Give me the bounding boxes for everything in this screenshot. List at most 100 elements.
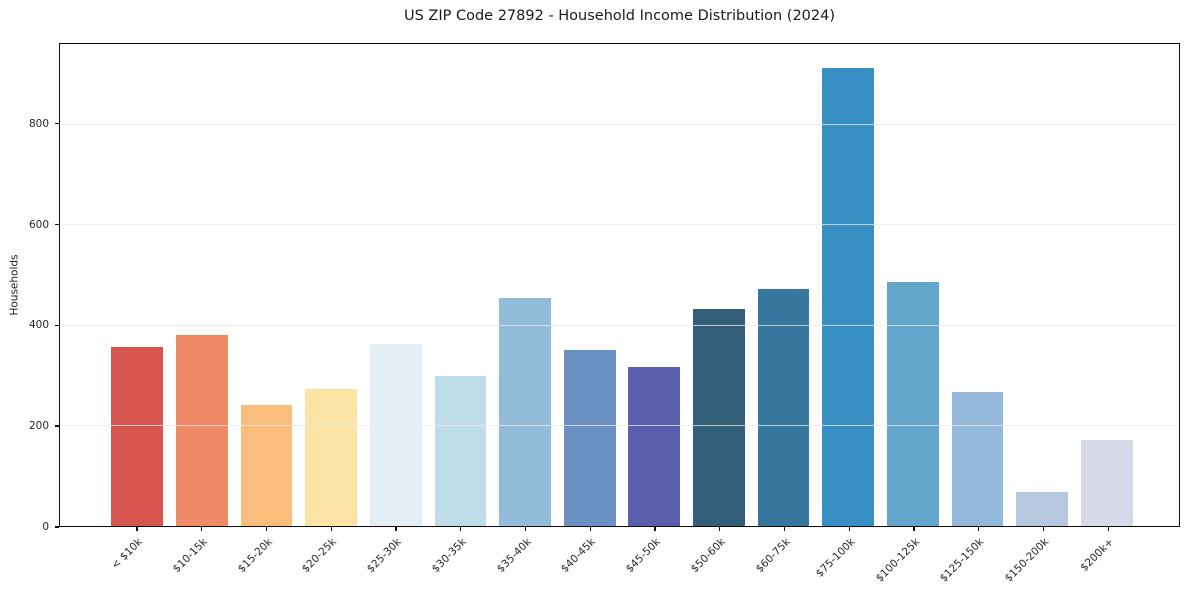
x-tick-mark bbox=[913, 527, 915, 531]
bar bbox=[693, 308, 745, 526]
x-tick-label: $150-200k bbox=[1002, 536, 1052, 585]
y-tick-label: 800 bbox=[28, 117, 49, 130]
y-tick-mark bbox=[55, 526, 59, 528]
x-slot: $20-25k bbox=[298, 527, 363, 589]
bar bbox=[951, 392, 1004, 526]
bar-slot bbox=[751, 44, 816, 526]
plot-area bbox=[59, 43, 1180, 527]
x-slot: $35-40k bbox=[493, 527, 558, 589]
x-tick-mark bbox=[978, 527, 980, 531]
x-tick-label: $35-40k bbox=[494, 536, 534, 576]
x-tick-label: $45-50k bbox=[623, 536, 663, 576]
x-slot: $45-50k bbox=[622, 527, 687, 589]
x-slot: $25-30k bbox=[363, 527, 428, 589]
x-tick-mark bbox=[136, 527, 138, 531]
bar-slot bbox=[364, 44, 429, 526]
x-slot: $50-60k bbox=[687, 527, 752, 589]
x-slot: $30-35k bbox=[428, 527, 493, 589]
x-tick-mark bbox=[848, 527, 850, 531]
x-slot: $40-45k bbox=[557, 527, 622, 589]
x-slot: $150-200k bbox=[1003, 527, 1076, 589]
bar bbox=[757, 288, 810, 526]
gridline bbox=[60, 123, 1179, 125]
x-tick-mark bbox=[524, 527, 527, 531]
x-axis: < $10k $10-15k $15-20k $20-25k $25-30k $30-35… bbox=[104, 527, 1140, 589]
x-tick-label: $15-20k bbox=[235, 536, 275, 576]
bar bbox=[628, 367, 681, 526]
bar-slot bbox=[557, 44, 622, 526]
x-tick-mark bbox=[330, 527, 332, 531]
bar-slot bbox=[1010, 44, 1075, 526]
x-tick-mark bbox=[1042, 527, 1045, 531]
y-tick-label: 400 bbox=[28, 319, 49, 332]
bar-slot bbox=[428, 44, 493, 526]
bar-slot bbox=[881, 44, 946, 526]
x-tick-label: $60-75k bbox=[753, 536, 793, 576]
bar bbox=[111, 347, 164, 526]
bar-slot bbox=[687, 44, 752, 526]
x-slot: $200k+ bbox=[1075, 527, 1140, 589]
gridline bbox=[60, 224, 1179, 226]
x-tick-label: $10-15k bbox=[170, 536, 210, 576]
x-tick-label: $75-100k bbox=[813, 536, 858, 580]
x-slot: < $10k bbox=[104, 527, 169, 589]
gridline bbox=[60, 425, 1179, 427]
x-tick-label: $200k+ bbox=[1078, 536, 1117, 574]
x-tick-mark bbox=[395, 527, 397, 531]
y-tick-label: 200 bbox=[28, 420, 49, 433]
bar bbox=[1016, 492, 1068, 526]
bar-slot bbox=[1074, 44, 1139, 526]
bar bbox=[822, 67, 875, 526]
bar bbox=[240, 404, 293, 526]
bar bbox=[369, 343, 422, 526]
x-tick-label: $40-45k bbox=[559, 536, 599, 576]
x-tick-label: $20-25k bbox=[300, 536, 340, 576]
x-tick-label: < $10k bbox=[109, 536, 145, 572]
bar-slot bbox=[234, 44, 299, 526]
bar-slot bbox=[493, 44, 558, 526]
bar bbox=[305, 388, 358, 526]
bar bbox=[1080, 439, 1133, 526]
y-tick-mark bbox=[55, 223, 59, 225]
x-slot: $100-125k bbox=[873, 527, 946, 589]
y-tick-mark bbox=[55, 425, 59, 427]
x-tick-label: $100-125k bbox=[873, 536, 922, 585]
y-tick-label: 0 bbox=[42, 521, 49, 533]
bar-slot bbox=[945, 44, 1010, 526]
x-tick-mark bbox=[201, 527, 203, 531]
bar bbox=[499, 297, 551, 526]
bar bbox=[434, 376, 487, 526]
bar-slot bbox=[816, 44, 881, 526]
x-tick-mark bbox=[1107, 527, 1109, 531]
x-tick-label: $125-150k bbox=[938, 536, 987, 585]
x-slot: $10-15k bbox=[169, 527, 234, 589]
x-tick-mark bbox=[719, 527, 721, 531]
bar bbox=[886, 281, 939, 526]
y-tick-mark bbox=[55, 324, 59, 326]
bars-row bbox=[105, 44, 1139, 526]
bar bbox=[563, 349, 616, 526]
x-tick-mark bbox=[460, 527, 462, 531]
x-tick-mark bbox=[783, 527, 786, 531]
x-tick-label: $25-30k bbox=[364, 536, 404, 576]
bar-slot bbox=[105, 44, 170, 526]
y-axis: 0 200 400 600 800 bbox=[0, 43, 59, 533]
x-slot: $15-20k bbox=[234, 527, 299, 589]
x-tick-mark bbox=[654, 527, 656, 531]
bar-slot bbox=[622, 44, 687, 526]
bar-slot bbox=[299, 44, 364, 526]
chart-title: US ZIP Code 27892 - Household Income Dis… bbox=[403, 8, 836, 24]
x-tick-mark bbox=[265, 527, 268, 531]
y-tick-mark bbox=[55, 122, 59, 125]
x-slot: $75-100k bbox=[813, 527, 881, 589]
bar bbox=[176, 335, 228, 526]
y-tick-label: 600 bbox=[28, 218, 49, 231]
x-slot: $60-75k bbox=[752, 527, 817, 589]
x-slot: $125-150k bbox=[938, 527, 1011, 589]
bar-slot bbox=[170, 44, 235, 526]
x-tick-label: $30-35k bbox=[429, 536, 469, 576]
x-tick-label: $50-60k bbox=[688, 536, 728, 576]
x-tick-mark bbox=[589, 527, 591, 531]
gridline bbox=[60, 324, 1179, 326]
